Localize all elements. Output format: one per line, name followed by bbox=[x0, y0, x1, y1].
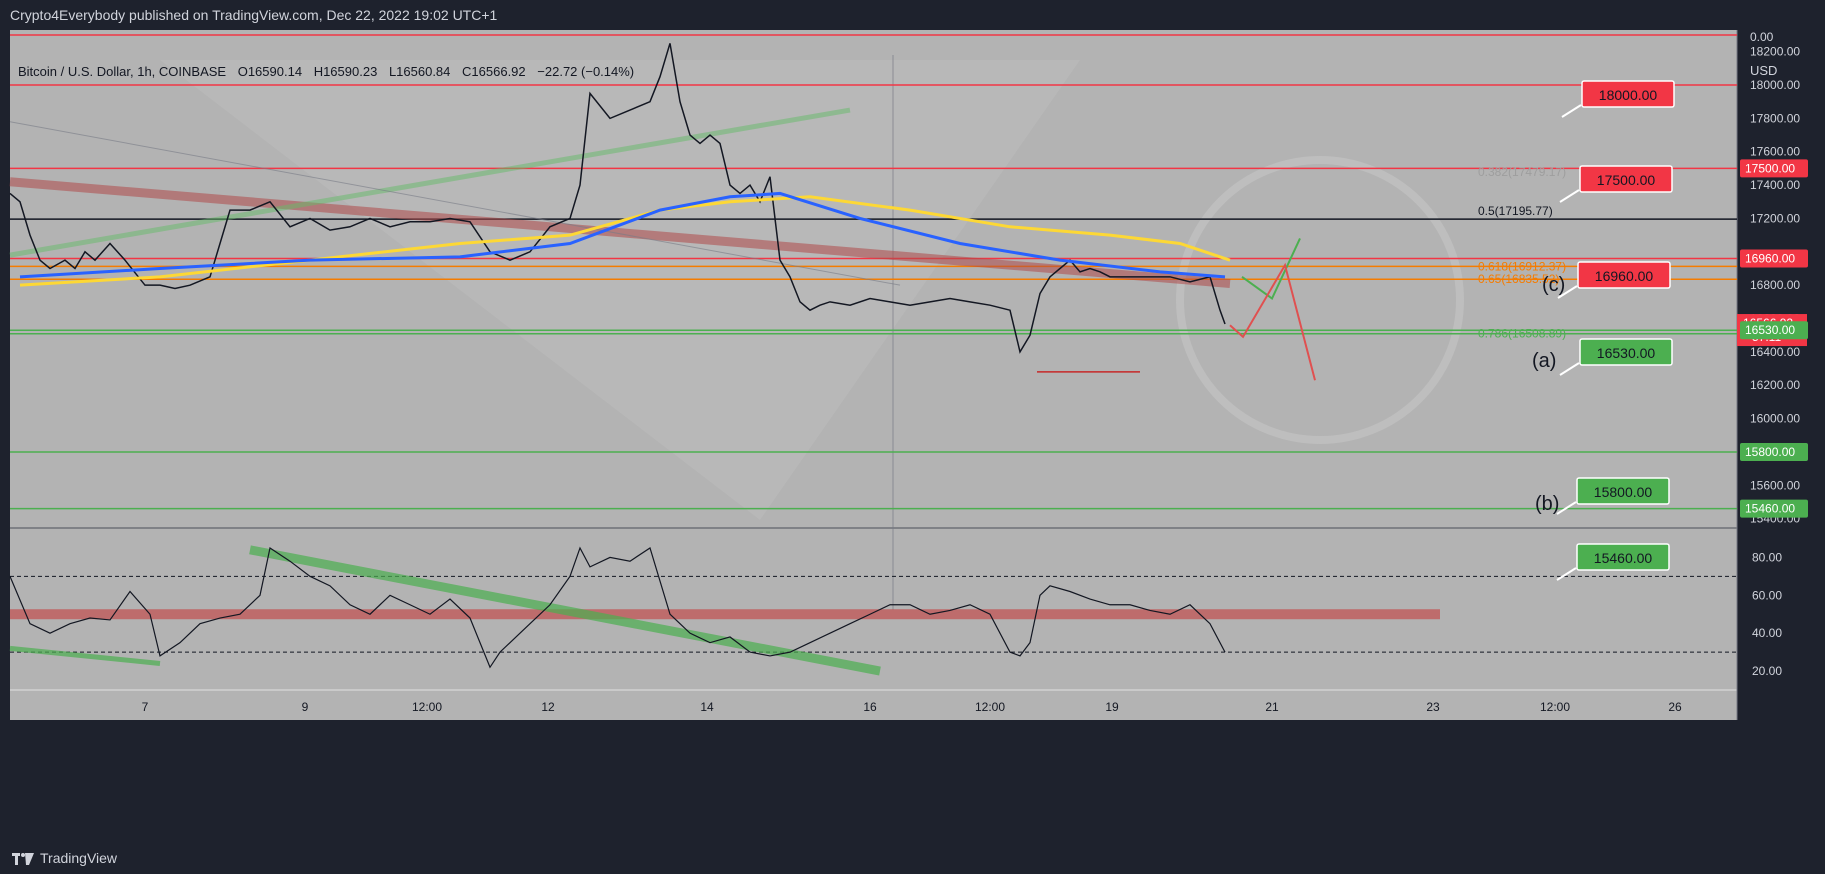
callout-pointer-3 bbox=[1559, 362, 1580, 376]
footer-brand: TradingView bbox=[40, 850, 118, 866]
axis-level-tag-0 bbox=[1740, 159, 1808, 178]
callout-box-1[interactable] bbox=[1579, 165, 1673, 193]
axis-level-tag-1 bbox=[1740, 249, 1808, 268]
price-tick-label-0: 0.00 bbox=[1750, 30, 1774, 44]
callout-pointer-5 bbox=[1556, 567, 1577, 581]
legend-close-label: C bbox=[462, 64, 471, 79]
callout-text-5: 15460.00 bbox=[1594, 550, 1653, 566]
time-tick-label-9: 23 bbox=[1426, 700, 1440, 714]
time-tick-label-8: 21 bbox=[1265, 700, 1279, 714]
callout-box-4[interactable] bbox=[1576, 477, 1670, 505]
price-tick-label-11: 16000.00 bbox=[1750, 412, 1800, 426]
time-tick-label-6: 12:00 bbox=[975, 700, 1005, 714]
callout-pointer-0 bbox=[1561, 104, 1582, 118]
axis-level-tag-text-4: 15460.00 bbox=[1745, 502, 1795, 516]
rsi-tick-label-0: 80.00 bbox=[1752, 550, 1782, 564]
time-tick-label-0: 7 bbox=[142, 700, 149, 714]
axis-level-tag-text-3: 15800.00 bbox=[1745, 445, 1795, 459]
axis-level-tag-3 bbox=[1740, 442, 1808, 461]
time-tick-label-7: 19 bbox=[1105, 700, 1119, 714]
legend-high: 16590.23 bbox=[323, 64, 377, 79]
fib-label-2: 0.618(16912.37) bbox=[1478, 259, 1566, 273]
wave-label-0: (c) bbox=[1542, 274, 1565, 296]
price-tick-label-13: 15600.00 bbox=[1750, 478, 1800, 492]
callout-text-3: 16530.00 bbox=[1597, 345, 1656, 361]
descending-trendline[interactable] bbox=[9, 177, 1231, 288]
svg-text:Bitcoin / U.S. Dollar, 1h, COI: Bitcoin / U.S. Dollar, 1h, COINBASE O165… bbox=[18, 64, 634, 79]
publisher-header: Crypto4Everybody published on TradingVie… bbox=[10, 7, 498, 23]
fib-label-4: 0.786(16508.89) bbox=[1478, 327, 1566, 341]
footer-brand-bar[interactable]: TradingView bbox=[0, 842, 1825, 874]
price-tick-label-4: 17600.00 bbox=[1750, 145, 1800, 159]
price-tick-label-3: 17800.00 bbox=[1750, 111, 1800, 125]
legend-high-label: H bbox=[314, 64, 323, 79]
legend-low-label: L bbox=[389, 64, 396, 79]
wave-label-1: (a) bbox=[1532, 350, 1556, 372]
rsi-trendline-left[interactable] bbox=[9, 645, 161, 666]
price-axis-currency: USD bbox=[1750, 63, 1777, 78]
fib-label-0: 0.382(17479.17) bbox=[1478, 165, 1566, 179]
legend-symbol: Bitcoin / U.S. Dollar, 1h, COINBASE bbox=[18, 64, 226, 79]
axis-level-tag-text-1: 16960.00 bbox=[1745, 251, 1795, 265]
thin-trendline[interactable] bbox=[9, 121, 901, 286]
legend-low: 16560.84 bbox=[396, 64, 450, 79]
time-tick-label-10: 12:00 bbox=[1540, 700, 1570, 714]
rsi-tick-label-2: 40.00 bbox=[1752, 626, 1782, 640]
callout-pointer-4 bbox=[1556, 501, 1577, 515]
axis-level-tag-text-0: 17500.00 bbox=[1745, 161, 1795, 175]
time-tick-label-4: 14 bbox=[700, 700, 714, 714]
axis-level-tag-2 bbox=[1740, 321, 1808, 340]
rsi-tick-label-3: 20.00 bbox=[1752, 664, 1782, 678]
price-tick-label-2: 18000.00 bbox=[1750, 78, 1800, 92]
time-tick-label-11: 26 bbox=[1668, 700, 1682, 714]
callout-text-4: 15800.00 bbox=[1594, 484, 1653, 500]
wave-label-2: (b) bbox=[1535, 493, 1559, 515]
price-tick-label-7: 16800.00 bbox=[1750, 278, 1800, 292]
callout-text-1: 17500.00 bbox=[1597, 172, 1656, 188]
callout-box-3[interactable] bbox=[1579, 338, 1673, 366]
axis-level-tag-4 bbox=[1740, 499, 1808, 518]
watermark-circle bbox=[1176, 156, 1464, 444]
callout-text-2: 16960.00 bbox=[1595, 268, 1654, 284]
callout-box-0[interactable] bbox=[1581, 80, 1675, 108]
rsi-trendline-down[interactable] bbox=[249, 545, 881, 676]
fib-label-1: 0.5(17195.77) bbox=[1478, 204, 1553, 218]
price-tick-label-9: 16400.00 bbox=[1750, 345, 1800, 359]
time-axis-bg[interactable] bbox=[10, 690, 1737, 720]
time-tick-label-5: 16 bbox=[863, 700, 877, 714]
legend-open: 16590.14 bbox=[248, 64, 302, 79]
callout-pointer-1 bbox=[1559, 189, 1580, 203]
time-tick-label-2: 12:00 bbox=[412, 700, 442, 714]
legend-open-label: O bbox=[238, 64, 248, 79]
time-tick-label-3: 12 bbox=[541, 700, 555, 714]
price-tick-label-5: 17400.00 bbox=[1750, 178, 1800, 192]
time-tick-label-1: 9 bbox=[302, 700, 309, 714]
callout-box-2[interactable] bbox=[1577, 261, 1671, 289]
projection-up-arrow[interactable] bbox=[1241, 238, 1301, 301]
projection-down-arrow[interactable] bbox=[1229, 262, 1316, 381]
legend-change: −22.72 (−0.14%) bbox=[537, 64, 634, 79]
callout-box-5[interactable] bbox=[1576, 543, 1670, 571]
rsi-tick-label-1: 60.00 bbox=[1752, 588, 1782, 602]
price-tick-label-10: 16200.00 bbox=[1750, 378, 1800, 392]
price-series-2[interactable] bbox=[19, 191, 1226, 279]
callout-text-0: 18000.00 bbox=[1599, 87, 1658, 103]
legend-close: 16566.92 bbox=[471, 64, 525, 79]
price-tick-label-1: 18200.00 bbox=[1750, 45, 1800, 59]
watermark-shape bbox=[160, 60, 1080, 520]
callout-pointer-2 bbox=[1557, 285, 1578, 299]
axis-level-tag-text-2: 16530.00 bbox=[1745, 323, 1795, 337]
fib-label-3: 0.65(16835.52) bbox=[1478, 272, 1559, 286]
price-series-0[interactable] bbox=[9, 43, 1226, 354]
rsi-mid-band[interactable] bbox=[10, 609, 1440, 620]
price-tick-label-6: 17200.00 bbox=[1750, 211, 1800, 225]
rsi-series-0[interactable] bbox=[9, 546, 1226, 669]
tradingview-logo-icon bbox=[12, 853, 34, 866]
